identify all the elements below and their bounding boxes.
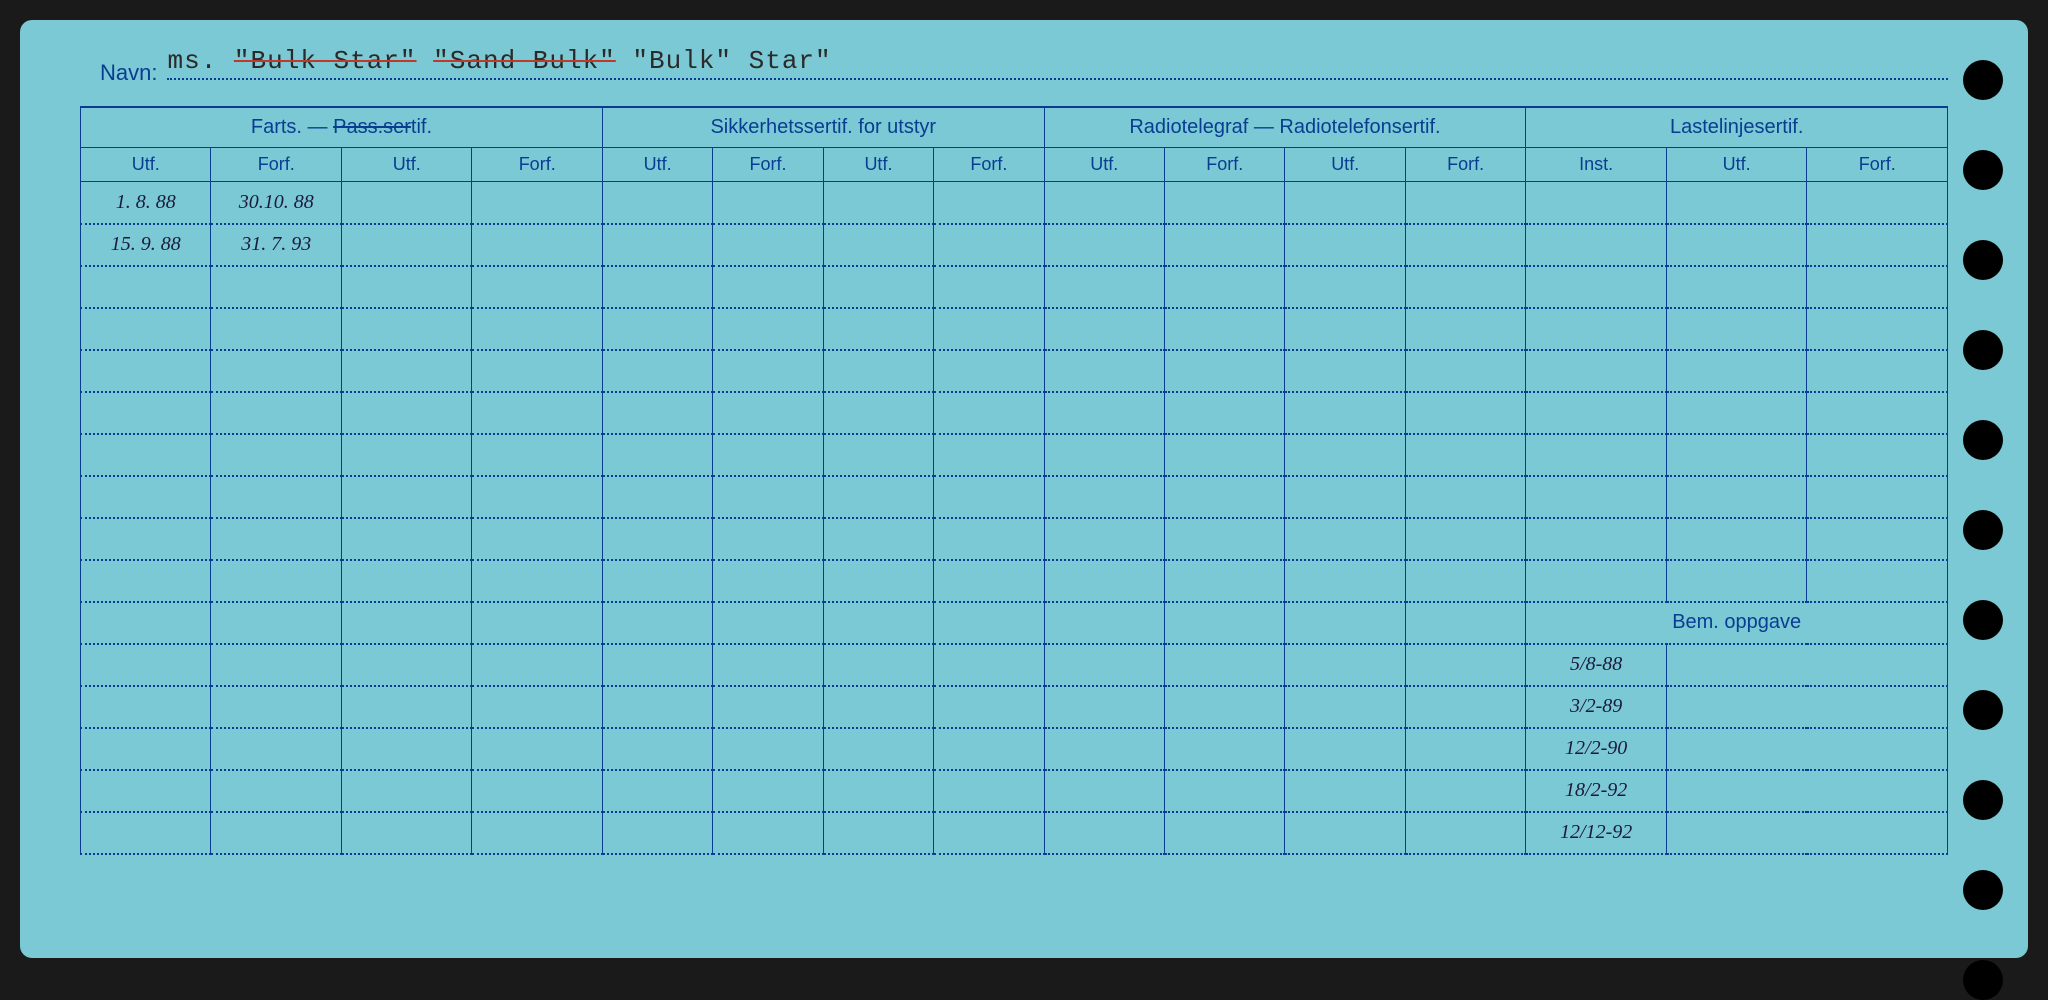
table-body: 1. 8. 88 30.10. 88 15. 9. 88 31. 7. 93 B… bbox=[81, 182, 1948, 854]
col-forf: Forf. bbox=[713, 148, 823, 182]
table-row: 5/8-88 bbox=[81, 644, 1948, 686]
table-row bbox=[81, 560, 1948, 602]
table-row bbox=[81, 434, 1948, 476]
col-forf: Forf. bbox=[934, 148, 1044, 182]
table-row bbox=[81, 392, 1948, 434]
table-row bbox=[81, 350, 1948, 392]
table-row: 12/2-90 bbox=[81, 728, 1948, 770]
bem-date-0: 5/8-88 bbox=[1526, 644, 1667, 686]
binder-holes bbox=[1963, 60, 2003, 1000]
table-row bbox=[81, 476, 1948, 518]
col-forf: Forf. bbox=[472, 148, 602, 182]
col-utf: Utf. bbox=[1285, 148, 1405, 182]
section-header-row: Farts. — Pass.sertif. Sikkerhetssertif. … bbox=[81, 107, 1948, 148]
section-radio: Radiotelegraf — Radiotelefonsertif. bbox=[1044, 107, 1526, 148]
section-sikkerhet: Sikkerhetssertif. for utstyr bbox=[602, 107, 1044, 148]
bem-date-1: 3/2-89 bbox=[1526, 686, 1667, 728]
section-laste: Lastelinjesertif. bbox=[1526, 107, 1948, 148]
table-row: 3/2-89 bbox=[81, 686, 1948, 728]
table-row bbox=[81, 266, 1948, 308]
bem-date-2: 12/2-90 bbox=[1526, 728, 1667, 770]
col-forf: Forf. bbox=[1165, 148, 1285, 182]
section-farts: Farts. — Pass.sertif. bbox=[81, 107, 603, 148]
name-current: "Bulk" Star" bbox=[632, 46, 831, 76]
name-row: Navn: ms. "Bulk Star" "Sand Bulk" "Bulk"… bbox=[80, 50, 1948, 86]
name-label: Navn: bbox=[100, 60, 157, 86]
col-utf: Utf. bbox=[81, 148, 211, 182]
index-card: Navn: ms. "Bulk Star" "Sand Bulk" "Bulk"… bbox=[20, 20, 2028, 958]
table-row bbox=[81, 308, 1948, 350]
certificate-table: Farts. — Pass.sertif. Sikkerhetssertif. … bbox=[80, 106, 1948, 855]
col-utf: Utf. bbox=[341, 148, 471, 182]
col-utf: Utf. bbox=[1666, 148, 1807, 182]
cell-r2c2: 31. 7. 93 bbox=[211, 224, 341, 266]
col-forf: Forf. bbox=[1405, 148, 1525, 182]
name-text: ms. "Bulk Star" "Sand Bulk" "Bulk" Star" bbox=[167, 46, 831, 76]
name-prefix: ms. bbox=[167, 46, 217, 76]
name-line: ms. "Bulk Star" "Sand Bulk" "Bulk" Star" bbox=[167, 50, 1948, 80]
name-struck-2: "Sand Bulk" bbox=[433, 46, 616, 76]
table-row: 12/12-92 bbox=[81, 812, 1948, 854]
cell-r2c1: 15. 9. 88 bbox=[81, 224, 211, 266]
table-row bbox=[81, 518, 1948, 560]
cell-r1c2: 30.10. 88 bbox=[211, 182, 341, 224]
sub-header-row: Utf. Forf. Utf. Forf. Utf. Forf. Utf. Fo… bbox=[81, 148, 1948, 182]
bem-date-4: 12/12-92 bbox=[1526, 812, 1667, 854]
name-struck-1: "Bulk Star" bbox=[234, 46, 417, 76]
cell-r1c1: 1. 8. 88 bbox=[81, 182, 211, 224]
bem-header: Bem. oppgave bbox=[1526, 602, 1948, 644]
bem-date-3: 18/2-92 bbox=[1526, 770, 1667, 812]
table-row: 15. 9. 88 31. 7. 93 bbox=[81, 224, 1948, 266]
table-row: Bem. oppgave bbox=[81, 602, 1948, 644]
col-forf: Forf. bbox=[1807, 148, 1948, 182]
table-row: 1. 8. 88 30.10. 88 bbox=[81, 182, 1948, 224]
col-inst: Inst. bbox=[1526, 148, 1667, 182]
col-utf: Utf. bbox=[823, 148, 933, 182]
col-utf: Utf. bbox=[602, 148, 712, 182]
col-forf: Forf. bbox=[211, 148, 341, 182]
col-utf: Utf. bbox=[1044, 148, 1164, 182]
table-row: 18/2-92 bbox=[81, 770, 1948, 812]
